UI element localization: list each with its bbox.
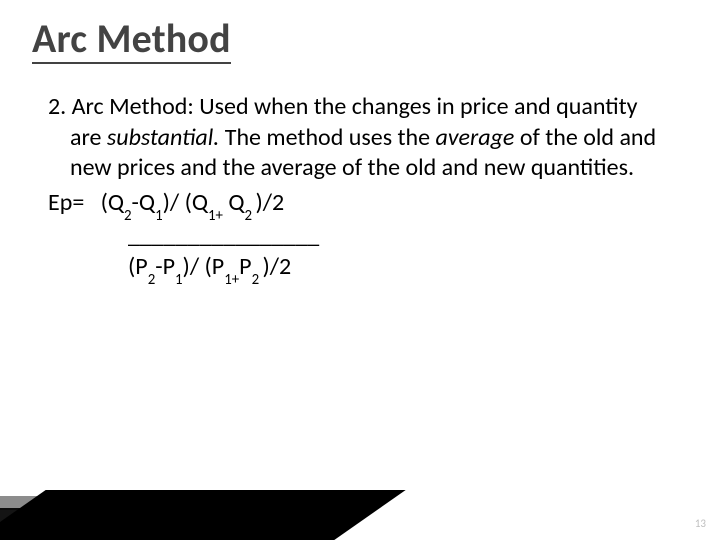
divider-dashes: ________________ <box>128 221 319 250</box>
para1-em1: substantial. <box>107 123 219 152</box>
formula-numerator-row: Ep= (Q2-Q1)/ (Q1+ Q2 )/2 <box>48 188 668 221</box>
sub-2b: 2 <box>245 206 256 224</box>
page-number: 13 <box>695 517 706 530</box>
sub-1: 1 <box>155 206 163 224</box>
sub-2c: 2 <box>148 270 156 288</box>
slide-title: Arc Method <box>32 18 231 64</box>
slide: Arc Method 2. Arc Method: Used when the … <box>0 0 720 540</box>
p-close-open: )/ (P <box>183 252 225 281</box>
formula-denominator-row: (P2-P1)/ (P1+P2 )/2 <box>48 252 668 285</box>
sub-2: 2 <box>124 206 132 224</box>
minus-b: - <box>155 252 162 281</box>
close-div2: )/2 <box>255 188 284 217</box>
sub-1plus: 1+ <box>208 206 223 224</box>
minus: - <box>132 188 139 217</box>
para1-mid: The method uses the <box>219 123 435 152</box>
p-open: (P <box>128 252 148 281</box>
decorative-wedge-main <box>0 490 406 540</box>
p-sym: P <box>163 252 175 281</box>
q-open: (Q <box>101 188 124 217</box>
ep-label: Ep= <box>48 188 84 217</box>
sub-1b: 1 <box>175 270 183 288</box>
p-sym-b: P <box>239 252 251 281</box>
body-paragraph: 2. Arc Method: Used when the changes in … <box>48 92 668 184</box>
space-q: Q <box>223 188 245 217</box>
close-div2-b: )/2 <box>262 252 291 281</box>
sub-1plus-b: 1+ <box>224 270 239 288</box>
sub-2d: 2 <box>252 270 263 288</box>
q-sym: Q <box>139 188 155 217</box>
q-close-open: )/ (Q <box>163 188 208 217</box>
slide-body: 2. Arc Method: Used when the changes in … <box>48 92 668 285</box>
formula-divider-row: ________________ <box>48 221 668 252</box>
para1-em2: average <box>436 123 515 152</box>
